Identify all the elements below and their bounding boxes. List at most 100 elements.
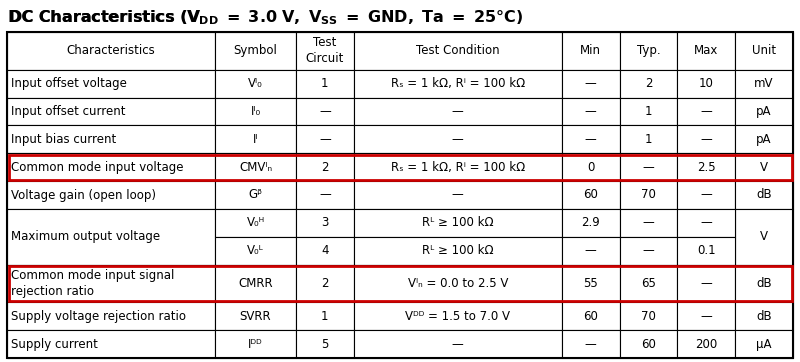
Text: Input bias current: Input bias current — [11, 133, 116, 146]
Text: pA: pA — [756, 105, 772, 118]
Bar — [354, 153, 562, 181]
Text: 1: 1 — [645, 133, 652, 146]
Text: Common mode input signal
rejection ratio: Common mode input signal rejection ratio — [11, 269, 174, 298]
Text: Input offset voltage: Input offset voltage — [11, 77, 127, 90]
Text: Symbol: Symbol — [234, 44, 278, 57]
Bar — [296, 97, 354, 125]
Text: 0.1: 0.1 — [697, 244, 716, 257]
Bar — [562, 330, 620, 358]
Bar — [215, 32, 296, 70]
Bar — [620, 330, 678, 358]
Text: Vᴵₙ = 0.0 to 2.5 V: Vᴵₙ = 0.0 to 2.5 V — [407, 277, 508, 290]
Bar — [678, 181, 735, 209]
Text: 70: 70 — [641, 310, 656, 323]
Text: Iᴵ₀: Iᴵ₀ — [250, 105, 261, 118]
Bar — [678, 330, 735, 358]
Bar — [354, 32, 562, 70]
Bar — [354, 209, 562, 237]
Bar — [735, 153, 793, 181]
Bar — [562, 153, 620, 181]
Bar — [678, 32, 735, 70]
Bar — [735, 330, 793, 358]
Bar — [296, 125, 354, 153]
Text: —: — — [452, 189, 464, 202]
Text: V₀ᴸ: V₀ᴸ — [247, 244, 264, 257]
Bar — [7, 32, 215, 70]
Bar — [562, 181, 620, 209]
Text: Maximum output voltage: Maximum output voltage — [11, 230, 160, 243]
Text: 5: 5 — [321, 338, 329, 350]
Text: Voltage gain (open loop): Voltage gain (open loop) — [11, 189, 156, 202]
Bar — [7, 153, 215, 181]
Bar — [678, 97, 735, 125]
Bar — [562, 209, 620, 237]
Text: mV: mV — [754, 77, 774, 90]
Text: dB: dB — [756, 189, 772, 202]
Text: 2.9: 2.9 — [582, 216, 600, 230]
Text: —: — — [585, 105, 597, 118]
Text: 2: 2 — [645, 77, 652, 90]
Bar — [7, 70, 215, 97]
Text: Supply current: Supply current — [11, 338, 98, 350]
Bar — [296, 70, 354, 97]
Bar — [215, 70, 296, 97]
Text: —: — — [701, 105, 712, 118]
Bar — [215, 302, 296, 330]
Text: Vᴵ₀: Vᴵ₀ — [248, 77, 263, 90]
Bar — [354, 125, 562, 153]
Bar — [354, 302, 562, 330]
Text: —: — — [642, 216, 654, 230]
Text: 2.5: 2.5 — [697, 161, 716, 174]
Text: —: — — [642, 244, 654, 257]
Text: 70: 70 — [641, 189, 656, 202]
Text: 200: 200 — [695, 338, 718, 350]
Text: Unit: Unit — [752, 44, 776, 57]
Text: 60: 60 — [583, 189, 598, 202]
Bar — [215, 153, 296, 181]
Bar — [215, 125, 296, 153]
Text: 1: 1 — [645, 105, 652, 118]
Bar — [296, 209, 354, 237]
Bar — [735, 302, 793, 330]
Bar — [296, 237, 354, 265]
Bar — [620, 70, 678, 97]
Text: Rᴸ ≥ 100 kΩ: Rᴸ ≥ 100 kΩ — [422, 244, 494, 257]
Text: Max: Max — [694, 44, 718, 57]
Bar — [735, 125, 793, 153]
Text: μA: μA — [756, 338, 772, 350]
Text: CMVᴵₙ: CMVᴵₙ — [239, 161, 272, 174]
Bar — [678, 70, 735, 97]
Text: —: — — [319, 189, 330, 202]
Text: V: V — [760, 161, 768, 174]
Text: Rₛ = 1 kΩ, Rⁱ = 100 kΩ: Rₛ = 1 kΩ, Rⁱ = 100 kΩ — [390, 161, 525, 174]
Bar — [678, 237, 735, 265]
Bar — [620, 237, 678, 265]
Bar — [678, 153, 735, 181]
Text: 1: 1 — [321, 77, 329, 90]
Bar — [9, 155, 791, 180]
Bar — [678, 125, 735, 153]
Bar — [735, 32, 793, 70]
Bar — [354, 97, 562, 125]
Bar — [735, 97, 793, 125]
Bar — [562, 70, 620, 97]
Text: 3: 3 — [321, 216, 329, 230]
Text: Rₛ = 1 kΩ, Rⁱ = 100 kΩ: Rₛ = 1 kΩ, Rⁱ = 100 kΩ — [390, 77, 525, 90]
Text: —: — — [701, 310, 712, 323]
Bar — [354, 265, 562, 302]
Bar — [7, 97, 215, 125]
Text: Min: Min — [580, 44, 602, 57]
Bar — [562, 125, 620, 153]
Bar — [215, 330, 296, 358]
Bar — [678, 265, 735, 302]
Bar — [296, 330, 354, 358]
Text: —: — — [701, 277, 712, 290]
Text: —: — — [452, 338, 464, 350]
Text: Rᴸ ≥ 100 kΩ: Rᴸ ≥ 100 kΩ — [422, 216, 494, 230]
Text: 1: 1 — [321, 310, 329, 323]
Text: Iᴰᴰ: Iᴰᴰ — [248, 338, 263, 350]
Bar — [620, 153, 678, 181]
Bar — [620, 265, 678, 302]
Text: —: — — [319, 105, 330, 118]
Bar — [735, 70, 793, 97]
